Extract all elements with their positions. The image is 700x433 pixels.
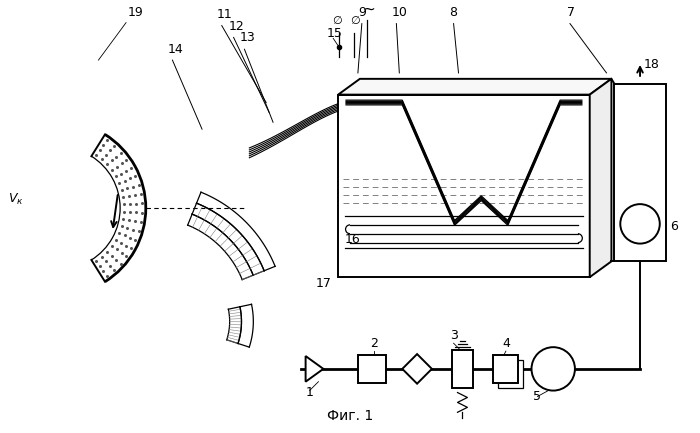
Text: $V_к$: $V_к$: [8, 192, 23, 207]
Polygon shape: [589, 79, 611, 277]
Text: 14: 14: [167, 43, 183, 56]
Text: 16: 16: [345, 233, 361, 246]
Text: 8: 8: [449, 6, 456, 19]
Text: ~: ~: [622, 105, 633, 118]
Polygon shape: [338, 95, 589, 277]
Bar: [358, 355, 386, 383]
Text: 2: 2: [370, 337, 377, 350]
Text: 19: 19: [128, 6, 144, 19]
Polygon shape: [402, 354, 432, 384]
Text: 6: 6: [670, 220, 678, 233]
Text: ∅: ∅: [622, 121, 632, 131]
Polygon shape: [338, 79, 611, 95]
Text: 13: 13: [239, 31, 255, 44]
Text: 5: 5: [533, 391, 541, 404]
Bar: [498, 360, 523, 388]
Text: 11: 11: [217, 8, 232, 21]
Text: 7: 7: [567, 6, 575, 19]
Bar: [493, 355, 518, 383]
Text: 9: 9: [358, 6, 366, 19]
Text: 12: 12: [229, 19, 244, 32]
Circle shape: [620, 204, 660, 244]
Text: 18: 18: [644, 58, 660, 71]
Text: ∅: ∅: [622, 94, 632, 103]
Text: 1: 1: [306, 387, 314, 400]
Circle shape: [531, 347, 575, 391]
Text: Фиг. 1: Фиг. 1: [327, 409, 373, 423]
Text: 15: 15: [326, 27, 342, 40]
Text: ~: ~: [363, 2, 376, 17]
Text: ∅: ∅: [332, 16, 342, 26]
Text: 17: 17: [316, 277, 331, 290]
Text: 10: 10: [391, 6, 407, 19]
Text: 4: 4: [502, 337, 510, 350]
Bar: [452, 350, 473, 388]
Bar: [615, 84, 666, 262]
Text: 3: 3: [449, 329, 458, 342]
Text: ∅: ∅: [350, 16, 360, 26]
Polygon shape: [306, 356, 323, 382]
